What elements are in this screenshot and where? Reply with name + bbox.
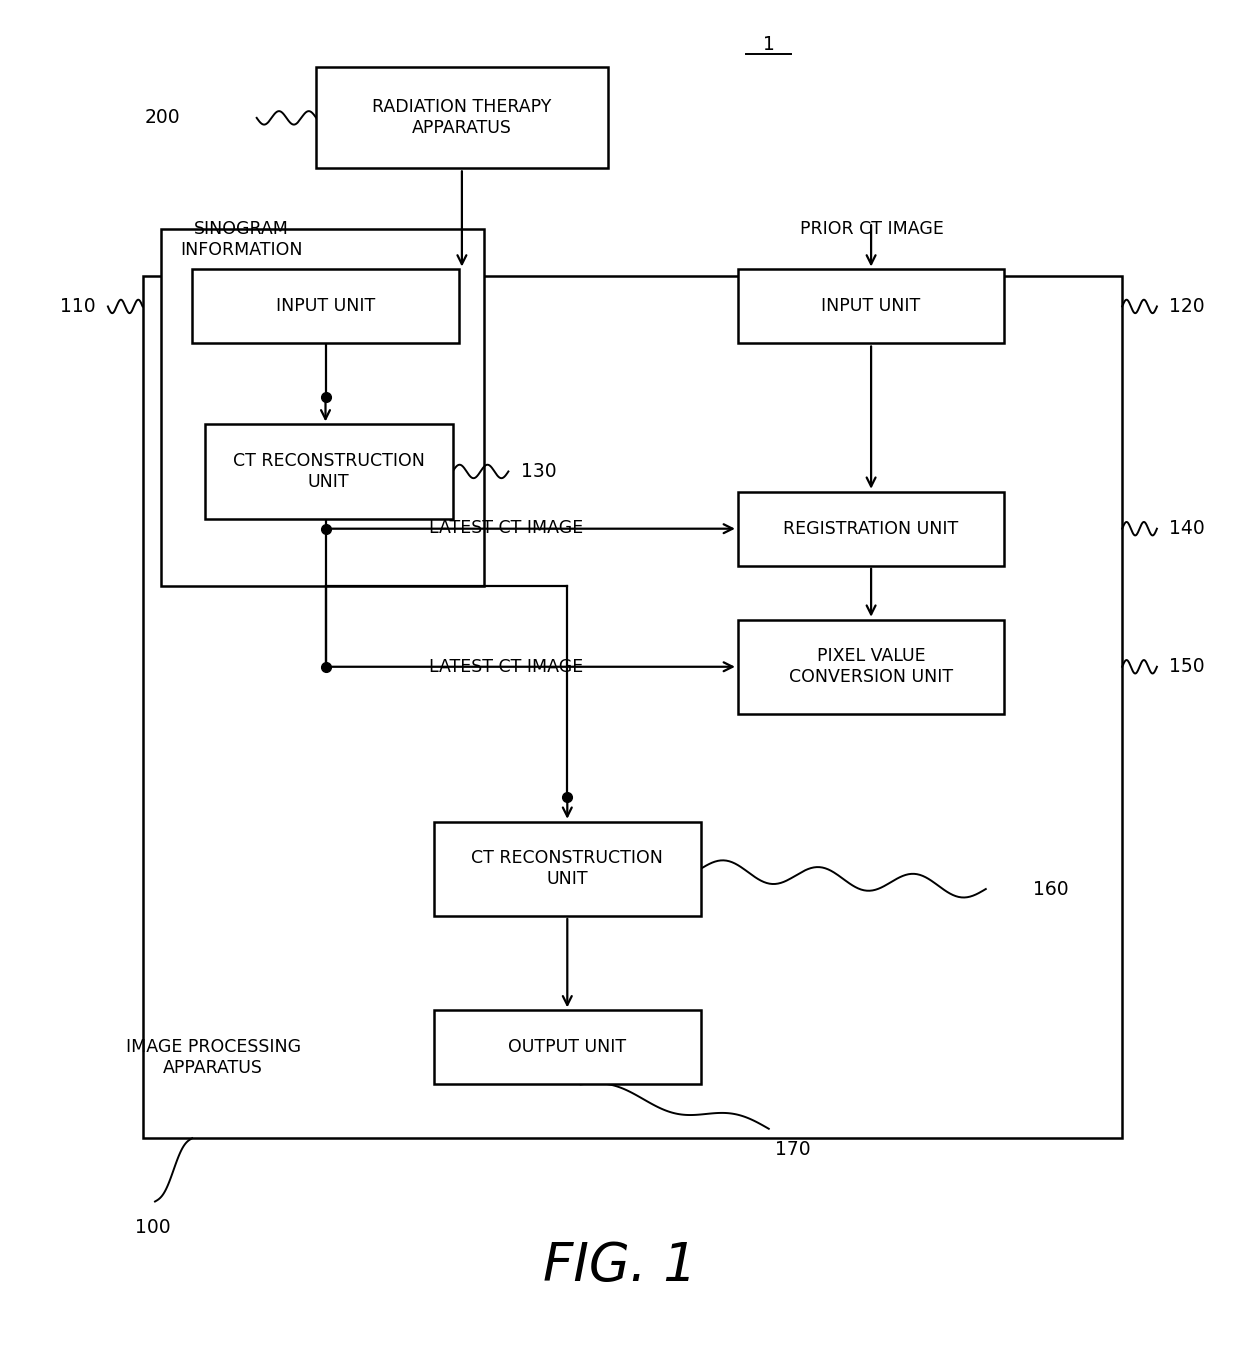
FancyBboxPatch shape: [434, 1010, 701, 1084]
Text: LATEST CT IMAGE: LATEST CT IMAGE: [429, 519, 583, 537]
Text: INPUT UNIT: INPUT UNIT: [275, 298, 376, 315]
Text: 150: 150: [1169, 657, 1205, 676]
Text: 140: 140: [1169, 519, 1205, 539]
FancyBboxPatch shape: [143, 276, 1122, 1138]
Text: 120: 120: [1169, 296, 1205, 317]
Text: LATEST CT IMAGE: LATEST CT IMAGE: [429, 657, 583, 676]
Text: CT RECONSTRUCTION
UNIT: CT RECONSTRUCTION UNIT: [471, 850, 663, 888]
FancyBboxPatch shape: [738, 492, 1004, 566]
Text: IMAGE PROCESSING
APPARATUS: IMAGE PROCESSING APPARATUS: [125, 1039, 301, 1076]
Text: OUTPUT UNIT: OUTPUT UNIT: [508, 1039, 626, 1056]
Text: INPUT UNIT: INPUT UNIT: [821, 298, 921, 315]
Text: PRIOR CT IMAGE: PRIOR CT IMAGE: [800, 220, 944, 238]
Text: 200: 200: [144, 108, 180, 128]
Text: RADIATION THERAPY
APPARATUS: RADIATION THERAPY APPARATUS: [372, 98, 552, 137]
Text: REGISTRATION UNIT: REGISTRATION UNIT: [784, 520, 959, 537]
Text: 100: 100: [135, 1218, 170, 1237]
FancyBboxPatch shape: [434, 822, 701, 916]
Text: CT RECONSTRUCTION
UNIT: CT RECONSTRUCTION UNIT: [233, 453, 424, 490]
Text: 160: 160: [1033, 880, 1069, 898]
Text: PIXEL VALUE
CONVERSION UNIT: PIXEL VALUE CONVERSION UNIT: [789, 648, 954, 686]
Text: 130: 130: [521, 462, 557, 481]
FancyBboxPatch shape: [738, 620, 1004, 714]
FancyBboxPatch shape: [738, 269, 1004, 343]
Text: FIG. 1: FIG. 1: [543, 1241, 697, 1292]
Text: SINOGRAM
INFORMATION: SINOGRAM INFORMATION: [181, 221, 303, 259]
Text: 170: 170: [775, 1140, 811, 1158]
FancyBboxPatch shape: [192, 269, 459, 343]
FancyBboxPatch shape: [316, 67, 608, 168]
FancyBboxPatch shape: [161, 229, 484, 586]
Text: 1: 1: [763, 35, 775, 54]
FancyBboxPatch shape: [205, 424, 453, 519]
Text: 110: 110: [60, 296, 95, 317]
